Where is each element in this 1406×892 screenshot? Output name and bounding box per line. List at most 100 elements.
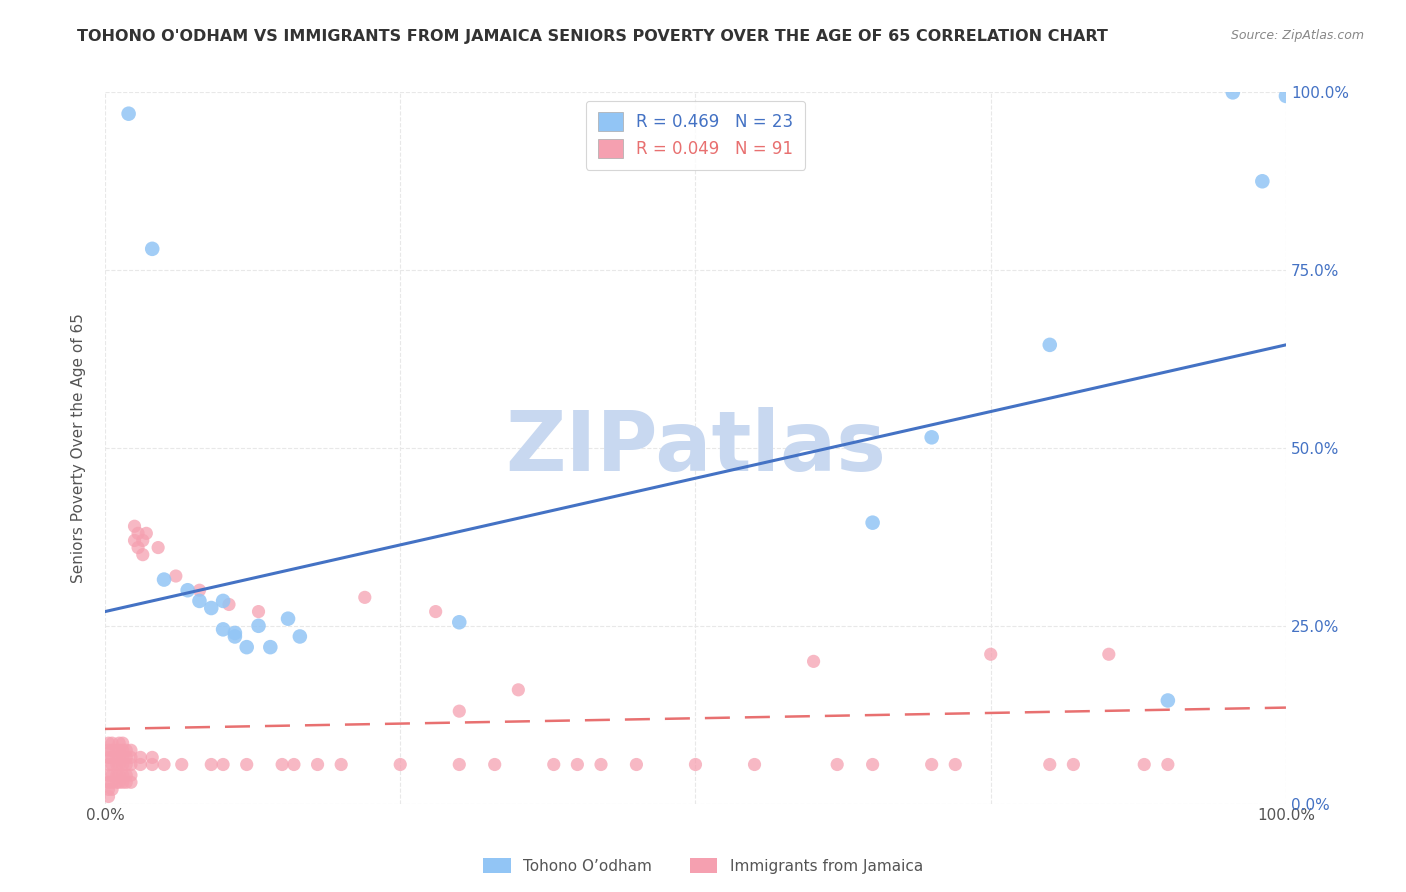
Point bbox=[127, 526, 149, 541]
Point bbox=[200, 757, 222, 772]
Point bbox=[101, 743, 124, 757]
Point bbox=[449, 757, 471, 772]
Point bbox=[108, 750, 131, 764]
Point bbox=[921, 757, 943, 772]
Point bbox=[862, 516, 884, 530]
Point bbox=[97, 768, 120, 782]
Point bbox=[111, 743, 134, 757]
Point bbox=[212, 594, 235, 608]
Point bbox=[105, 750, 128, 764]
Point bbox=[188, 583, 211, 598]
Point bbox=[111, 757, 134, 772]
Point bbox=[862, 757, 884, 772]
Point bbox=[127, 541, 149, 555]
Point bbox=[200, 601, 222, 615]
Point bbox=[567, 757, 589, 772]
Legend: R = 0.469   N = 23, R = 0.049   N = 91: R = 0.469 N = 23, R = 0.049 N = 91 bbox=[586, 101, 804, 169]
Point bbox=[111, 750, 134, 764]
Point bbox=[153, 573, 176, 587]
Point bbox=[132, 533, 155, 548]
Point bbox=[1039, 757, 1062, 772]
Point bbox=[115, 775, 138, 789]
Point bbox=[247, 619, 270, 633]
Point bbox=[218, 598, 240, 612]
Point bbox=[120, 743, 142, 757]
Point bbox=[508, 682, 530, 697]
Text: TOHONO O'ODHAM VS IMMIGRANTS FROM JAMAICA SENIORS POVERTY OVER THE AGE OF 65 COR: TOHONO O'ODHAM VS IMMIGRANTS FROM JAMAIC… bbox=[77, 29, 1108, 44]
Point bbox=[543, 757, 565, 772]
Point bbox=[425, 605, 447, 619]
Point bbox=[353, 591, 375, 605]
Point bbox=[943, 757, 966, 772]
Point bbox=[115, 757, 138, 772]
Point bbox=[97, 775, 120, 789]
Point bbox=[449, 704, 471, 718]
Point bbox=[825, 757, 848, 772]
Point bbox=[124, 533, 146, 548]
Point bbox=[1157, 693, 1180, 707]
Point bbox=[259, 640, 281, 654]
Point bbox=[141, 750, 163, 764]
Point bbox=[101, 775, 124, 789]
Point bbox=[97, 789, 120, 804]
Point bbox=[188, 594, 211, 608]
Point bbox=[330, 757, 353, 772]
Y-axis label: Seniors Poverty Over the Age of 65: Seniors Poverty Over the Age of 65 bbox=[72, 313, 86, 583]
Point bbox=[111, 736, 134, 750]
Text: Source: ZipAtlas.com: Source: ZipAtlas.com bbox=[1230, 29, 1364, 42]
Point bbox=[235, 640, 257, 654]
Point bbox=[111, 768, 134, 782]
Point bbox=[120, 757, 142, 772]
Point bbox=[1251, 174, 1274, 188]
Point bbox=[101, 757, 124, 772]
Point bbox=[115, 743, 138, 757]
Point bbox=[101, 782, 124, 797]
Text: ZIPatlas: ZIPatlas bbox=[505, 408, 886, 489]
Point bbox=[589, 757, 612, 772]
Point bbox=[176, 583, 198, 598]
Point bbox=[135, 526, 157, 541]
Point bbox=[921, 430, 943, 444]
Point bbox=[120, 768, 142, 782]
Point bbox=[115, 768, 138, 782]
Point bbox=[1222, 86, 1244, 100]
Point bbox=[277, 612, 299, 626]
Point bbox=[97, 736, 120, 750]
Point bbox=[108, 757, 131, 772]
Point bbox=[224, 626, 246, 640]
Point bbox=[685, 757, 707, 772]
Point bbox=[141, 242, 163, 256]
Point bbox=[97, 782, 120, 797]
Point bbox=[129, 757, 152, 772]
Point bbox=[283, 757, 305, 772]
Point bbox=[224, 630, 246, 644]
Point bbox=[146, 541, 169, 555]
Point bbox=[97, 757, 120, 772]
Point bbox=[124, 519, 146, 533]
Point bbox=[271, 757, 294, 772]
Point bbox=[120, 775, 142, 789]
Point bbox=[115, 750, 138, 764]
Point bbox=[120, 750, 142, 764]
Point bbox=[744, 757, 766, 772]
Point bbox=[484, 757, 506, 772]
Point bbox=[170, 757, 193, 772]
Point bbox=[97, 750, 120, 764]
Point bbox=[105, 757, 128, 772]
Point bbox=[108, 775, 131, 789]
Point bbox=[132, 548, 155, 562]
Point bbox=[117, 106, 139, 120]
Point bbox=[111, 775, 134, 789]
Point bbox=[1157, 757, 1180, 772]
Point bbox=[105, 775, 128, 789]
Point bbox=[129, 750, 152, 764]
Point bbox=[101, 768, 124, 782]
Point bbox=[980, 647, 1002, 661]
Point bbox=[1275, 89, 1298, 103]
Point bbox=[108, 768, 131, 782]
Point bbox=[212, 623, 235, 637]
Point bbox=[105, 743, 128, 757]
Point bbox=[307, 757, 329, 772]
Point bbox=[288, 630, 311, 644]
Point bbox=[1098, 647, 1121, 661]
